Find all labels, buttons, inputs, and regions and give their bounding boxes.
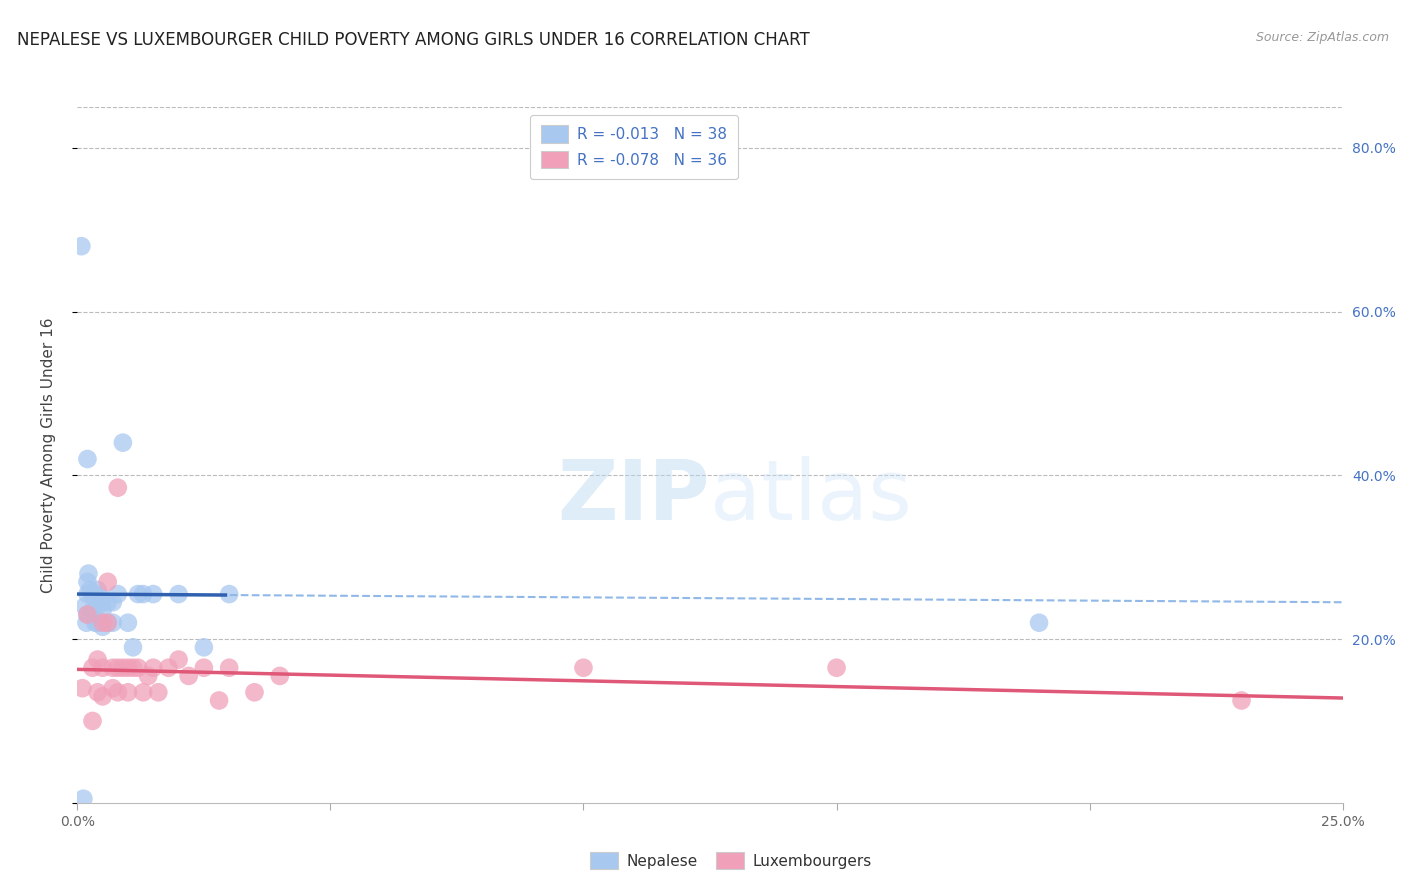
Point: [107, 661, 129, 675]
Point: [91, 620, 114, 634]
Point: [101, 681, 124, 696]
Point: [572, 661, 595, 675]
Point: [1028, 615, 1050, 630]
Point: [167, 652, 190, 666]
Point: [243, 685, 266, 699]
Point: [122, 661, 145, 675]
Point: [82, 603, 104, 617]
Point: [77, 566, 100, 581]
Point: [117, 615, 139, 630]
Point: [148, 685, 170, 699]
Point: [117, 661, 139, 675]
Point: [1230, 693, 1253, 707]
Point: [132, 685, 155, 699]
Point: [75, 615, 97, 630]
Point: [193, 640, 215, 655]
Point: [127, 661, 149, 675]
Point: [72, 681, 94, 696]
Point: [83, 587, 105, 601]
Point: [127, 587, 149, 601]
Point: [84, 587, 107, 601]
Point: [82, 587, 104, 601]
Point: [111, 661, 134, 675]
Point: [218, 661, 240, 675]
Point: [269, 669, 291, 683]
Point: [86, 685, 108, 699]
Point: [107, 587, 129, 601]
Point: [101, 661, 124, 675]
Point: [97, 595, 120, 609]
Point: [76, 607, 98, 622]
Point: [101, 615, 124, 630]
Point: [91, 690, 114, 704]
Point: [91, 661, 114, 675]
Point: [97, 615, 120, 630]
Point: [97, 615, 120, 630]
Text: Source: ZipAtlas.com: Source: ZipAtlas.com: [1256, 31, 1389, 45]
Point: [132, 587, 155, 601]
Point: [122, 640, 145, 655]
Point: [111, 435, 134, 450]
Point: [97, 574, 120, 589]
Point: [142, 661, 165, 675]
Point: [84, 615, 107, 630]
Text: NEPALESE VS LUXEMBOURGER CHILD POVERTY AMONG GIRLS UNDER 16 CORRELATION CHART: NEPALESE VS LUXEMBOURGER CHILD POVERTY A…: [17, 31, 810, 49]
Point: [91, 615, 114, 630]
Point: [82, 714, 104, 728]
Legend: R = -0.013   N = 38, R = -0.078   N = 36: R = -0.013 N = 38, R = -0.078 N = 36: [530, 115, 738, 179]
Point: [193, 661, 215, 675]
Point: [107, 481, 129, 495]
Point: [86, 615, 108, 630]
Point: [86, 652, 108, 666]
Y-axis label: Child Poverty Among Girls Under 16: Child Poverty Among Girls Under 16: [42, 318, 56, 592]
Legend: Nepalese, Luxembourgers: Nepalese, Luxembourgers: [583, 846, 879, 875]
Point: [82, 607, 104, 622]
Point: [70, 239, 93, 253]
Point: [167, 587, 190, 601]
Point: [101, 595, 124, 609]
Point: [89, 595, 111, 609]
Point: [107, 685, 129, 699]
Point: [86, 582, 108, 597]
Point: [76, 452, 98, 467]
Point: [91, 603, 114, 617]
Point: [76, 574, 98, 589]
Point: [136, 669, 159, 683]
Point: [76, 587, 98, 601]
Point: [91, 591, 114, 606]
Point: [117, 685, 139, 699]
Point: [177, 669, 200, 683]
Point: [157, 661, 180, 675]
Point: [218, 587, 240, 601]
Point: [208, 693, 231, 707]
Point: [76, 607, 98, 622]
Point: [82, 661, 104, 675]
Point: [72, 791, 94, 805]
Text: atlas: atlas: [710, 456, 911, 537]
Point: [79, 582, 101, 597]
Point: [86, 599, 108, 614]
Point: [73, 599, 96, 614]
Point: [142, 587, 165, 601]
Text: ZIP: ZIP: [558, 456, 710, 537]
Point: [825, 661, 848, 675]
